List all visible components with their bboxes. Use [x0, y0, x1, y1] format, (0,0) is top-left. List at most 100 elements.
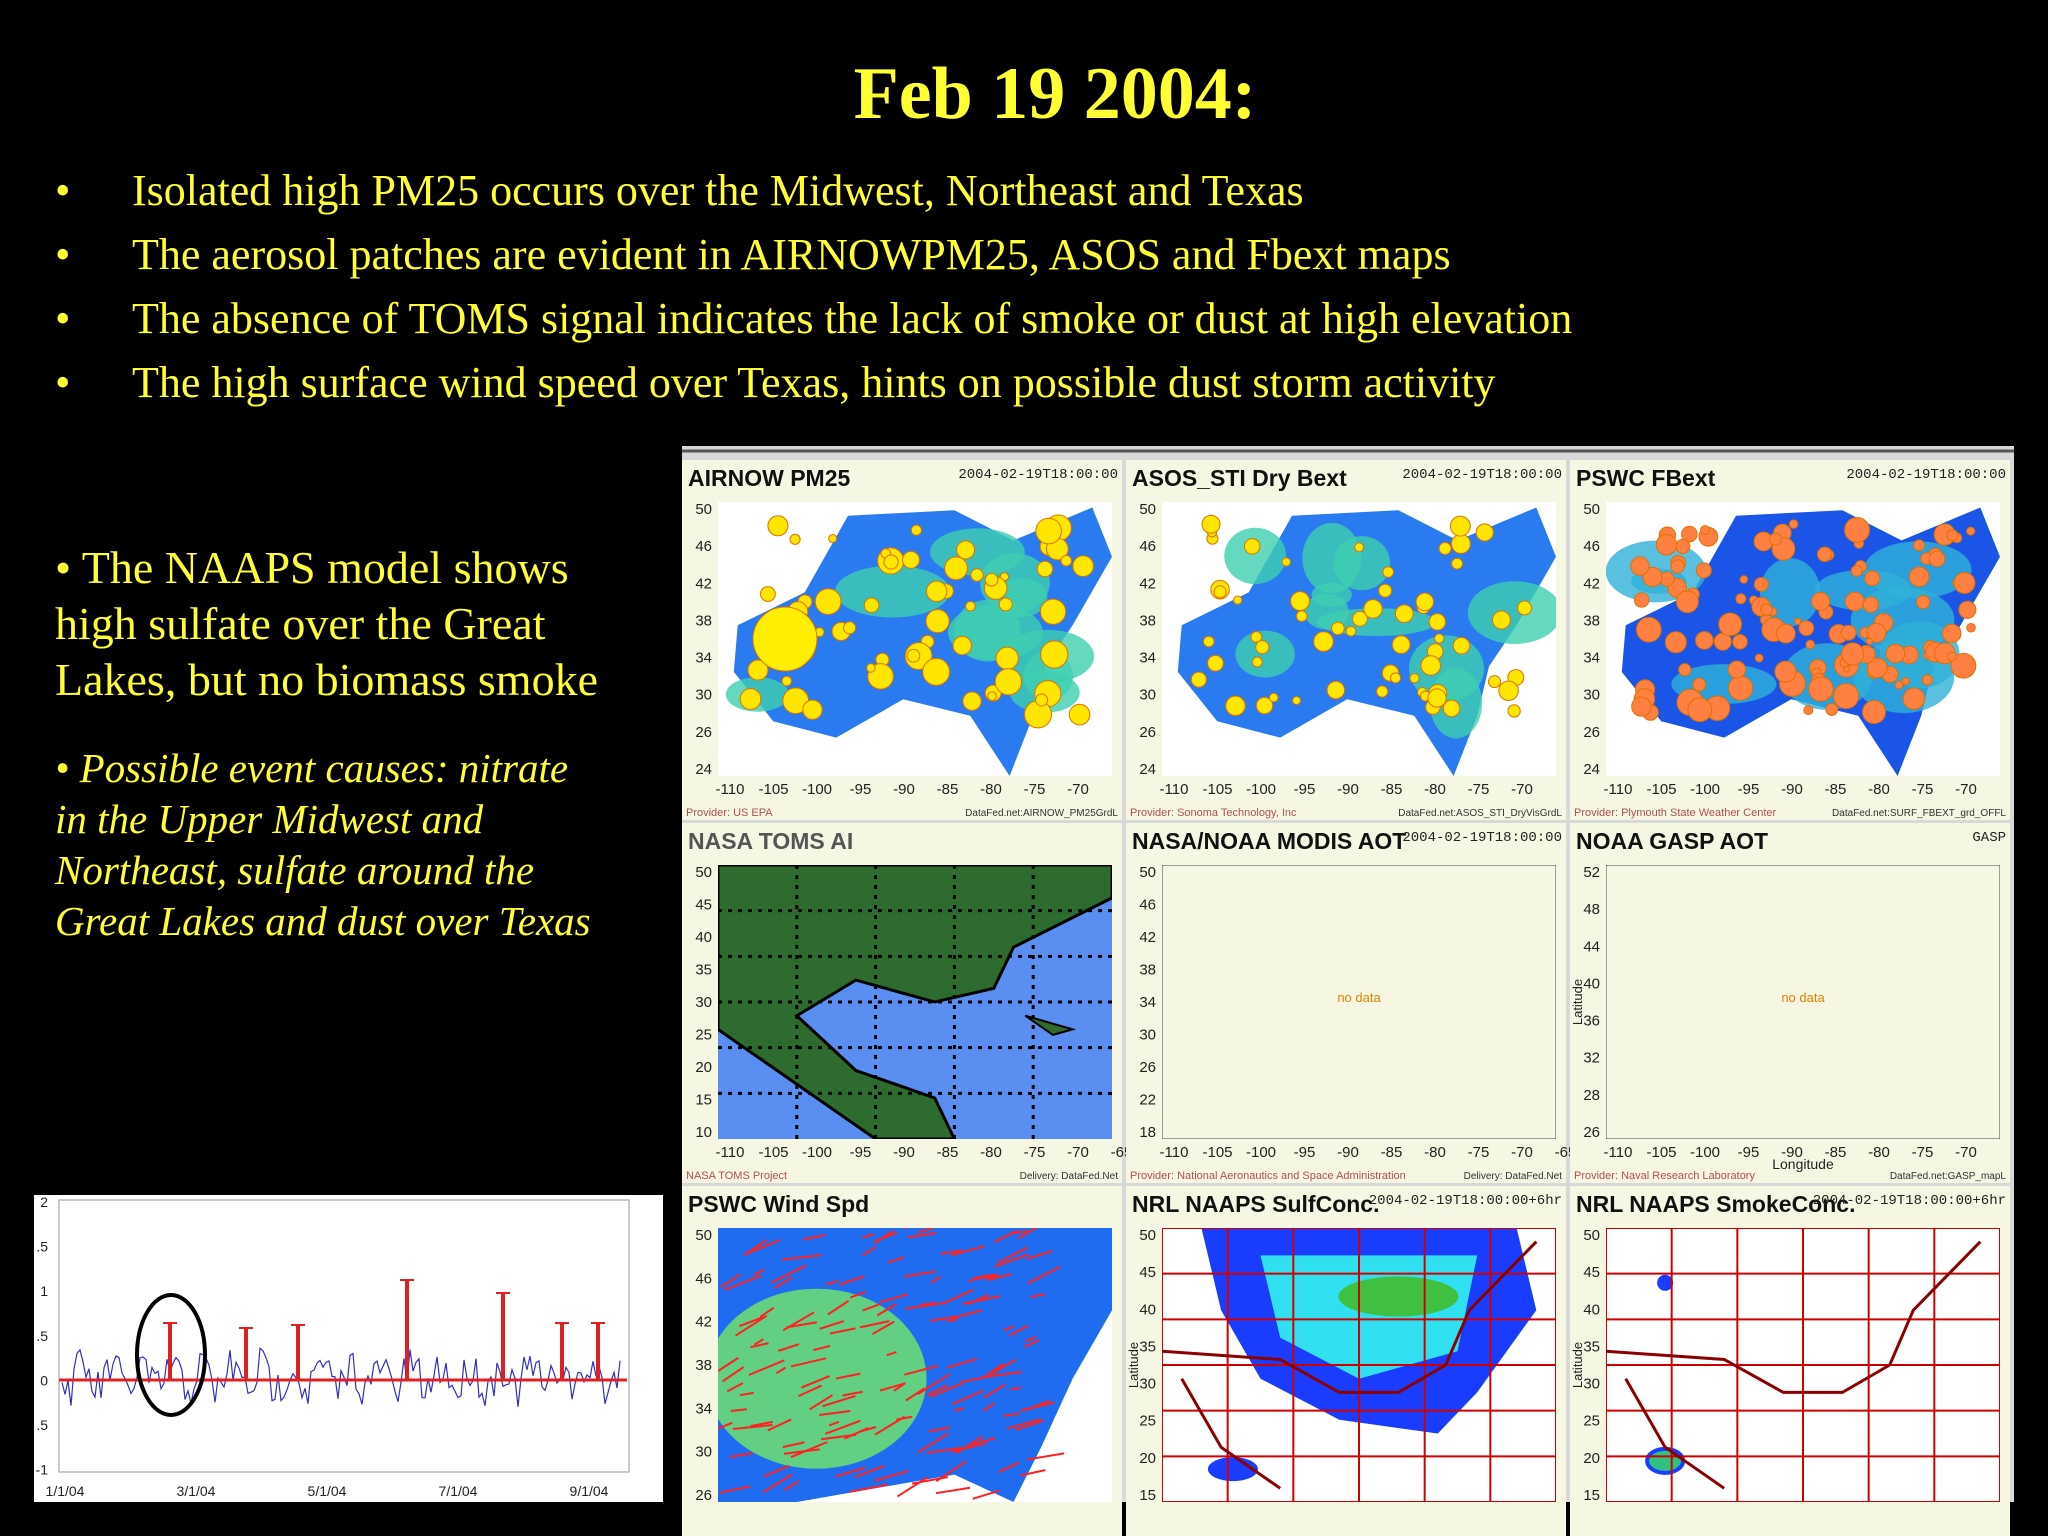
site-marker — [1655, 533, 1678, 556]
site-marker — [1354, 542, 1365, 553]
map-panel: NOAA GASP AOT GASP no data 52 48 44 40 36 32 28 26… — [1570, 823, 2010, 1183]
site-marker — [1840, 624, 1857, 641]
y-axis-label: Latitude — [1570, 1342, 1585, 1388]
x-tick-label: -105 — [758, 781, 788, 798]
site-marker — [1862, 596, 1880, 613]
y-tick-label: 34 — [695, 1400, 712, 1417]
x-tick-label: -85 — [1825, 1144, 1847, 1161]
site-marker — [1201, 514, 1221, 534]
y-tick-label: 50 — [1139, 864, 1156, 881]
site-marker — [1808, 676, 1834, 702]
y-tick-label: 42 — [1139, 575, 1156, 592]
y-tick-label: 20 — [1139, 1450, 1156, 1467]
wind-vector — [935, 1460, 967, 1483]
panel-title: ASOS_STI Dry Bext — [1132, 465, 1347, 491]
wind-vector — [920, 1302, 936, 1306]
x-tick-label: -75 — [1912, 781, 1934, 798]
x-tick-label: -90 — [1337, 1144, 1359, 1161]
wind-vector — [782, 1441, 805, 1449]
y-tick-label: 35 — [1583, 1338, 1600, 1355]
site-marker — [995, 646, 1019, 670]
panel-title: PSWC Wind Spd — [688, 1191, 869, 1217]
site-marker — [1788, 519, 1799, 529]
bullet-text: The absence of TOMS signal indicates the… — [132, 294, 1572, 343]
y-tick-label: 30 — [695, 1444, 712, 1461]
wind-vector — [759, 1307, 775, 1318]
wind-vector — [873, 1229, 894, 1245]
wind-vector — [763, 1464, 790, 1478]
y-tick-label: 24 — [1583, 761, 1600, 778]
wind-vector — [861, 1233, 875, 1239]
site-marker — [944, 556, 969, 581]
site-marker — [1427, 688, 1447, 708]
site-marker — [1233, 595, 1243, 605]
site-marker — [1953, 572, 1976, 594]
site-marker — [1950, 652, 1977, 679]
site-marker — [1862, 700, 1887, 725]
site-marker — [1664, 631, 1687, 654]
wind-vector — [849, 1290, 867, 1299]
site-marker — [1921, 674, 1933, 686]
site-marker — [1268, 692, 1279, 703]
y-tick-label: 38 — [695, 1357, 712, 1374]
wind-vector — [953, 1407, 965, 1412]
y-tick-label: 45 — [695, 897, 712, 914]
y-tick-label: 42 — [695, 1314, 712, 1331]
wind-vector — [1026, 1250, 1053, 1260]
wind-vector — [962, 1295, 1001, 1305]
bullet-mark: • — [55, 230, 70, 279]
y-tick-label: 46 — [1583, 538, 1600, 555]
wind-vector — [797, 1384, 823, 1398]
wind-vector — [926, 1384, 949, 1396]
wind-vector — [861, 1246, 876, 1257]
site-marker — [1449, 515, 1471, 537]
inset-x-tick-label: 1/1/04 — [46, 1483, 85, 1499]
x-tick-label: -110 — [1604, 1144, 1633, 1161]
site-marker — [1753, 577, 1769, 592]
site-marker — [1202, 635, 1215, 648]
map-panel: PSWC Wind Spd 50 46 42 38 34 30 26 — [682, 1186, 1122, 1536]
map-patch — [1467, 581, 1556, 644]
wind-vector — [879, 1293, 909, 1304]
x-tick-label: -90 — [1337, 781, 1359, 798]
site-marker — [1700, 525, 1711, 536]
wind-vector — [828, 1420, 840, 1427]
site-marker — [956, 540, 976, 560]
site-marker — [1966, 622, 1976, 633]
provider-credit: NASA TOMS Project — [686, 1170, 787, 1182]
map-panel: NRL NAAPS SmokeConc.2004-02-19T18:00:00+… — [1570, 1186, 2010, 1536]
source-credit: Delivery: DataFed.Net — [1020, 1171, 1119, 1182]
y-tick-label: 50 — [695, 864, 712, 881]
site-marker — [1450, 533, 1471, 554]
site-marker — [1313, 631, 1334, 652]
bullet-mark: • — [55, 358, 70, 407]
x-tick-label: -105 — [758, 1144, 788, 1161]
site-marker — [1760, 603, 1773, 616]
y-tick-label: 50 — [1139, 501, 1156, 518]
site-marker — [1850, 564, 1863, 577]
wind-vector — [1015, 1419, 1044, 1431]
site-marker — [1844, 591, 1865, 612]
site-marker — [1727, 660, 1746, 679]
inset-background — [34, 1195, 663, 1502]
wind-vector — [930, 1275, 942, 1284]
wind-vector — [734, 1314, 768, 1337]
map-patch — [1235, 630, 1295, 678]
wind-vector — [719, 1485, 751, 1494]
x-tick-label: -75 — [1912, 1144, 1934, 1161]
y-tick-label: 34 — [1139, 994, 1156, 1011]
site-marker — [759, 586, 776, 602]
y-tick-label: 40 — [1139, 1301, 1156, 1318]
y-tick-label: 30 — [1583, 1376, 1600, 1393]
site-marker — [1190, 671, 1207, 688]
x-tick-label: -110 — [1160, 781, 1189, 798]
map-image — [1606, 865, 2000, 1139]
site-marker — [1636, 616, 1662, 643]
y-tick-label: 24 — [1139, 761, 1156, 778]
site-marker — [1207, 654, 1224, 672]
site-marker — [1732, 634, 1748, 650]
wind-vector — [821, 1433, 857, 1441]
wind-vector — [928, 1426, 951, 1433]
site-marker — [1695, 631, 1714, 650]
wind-vector — [777, 1343, 800, 1352]
